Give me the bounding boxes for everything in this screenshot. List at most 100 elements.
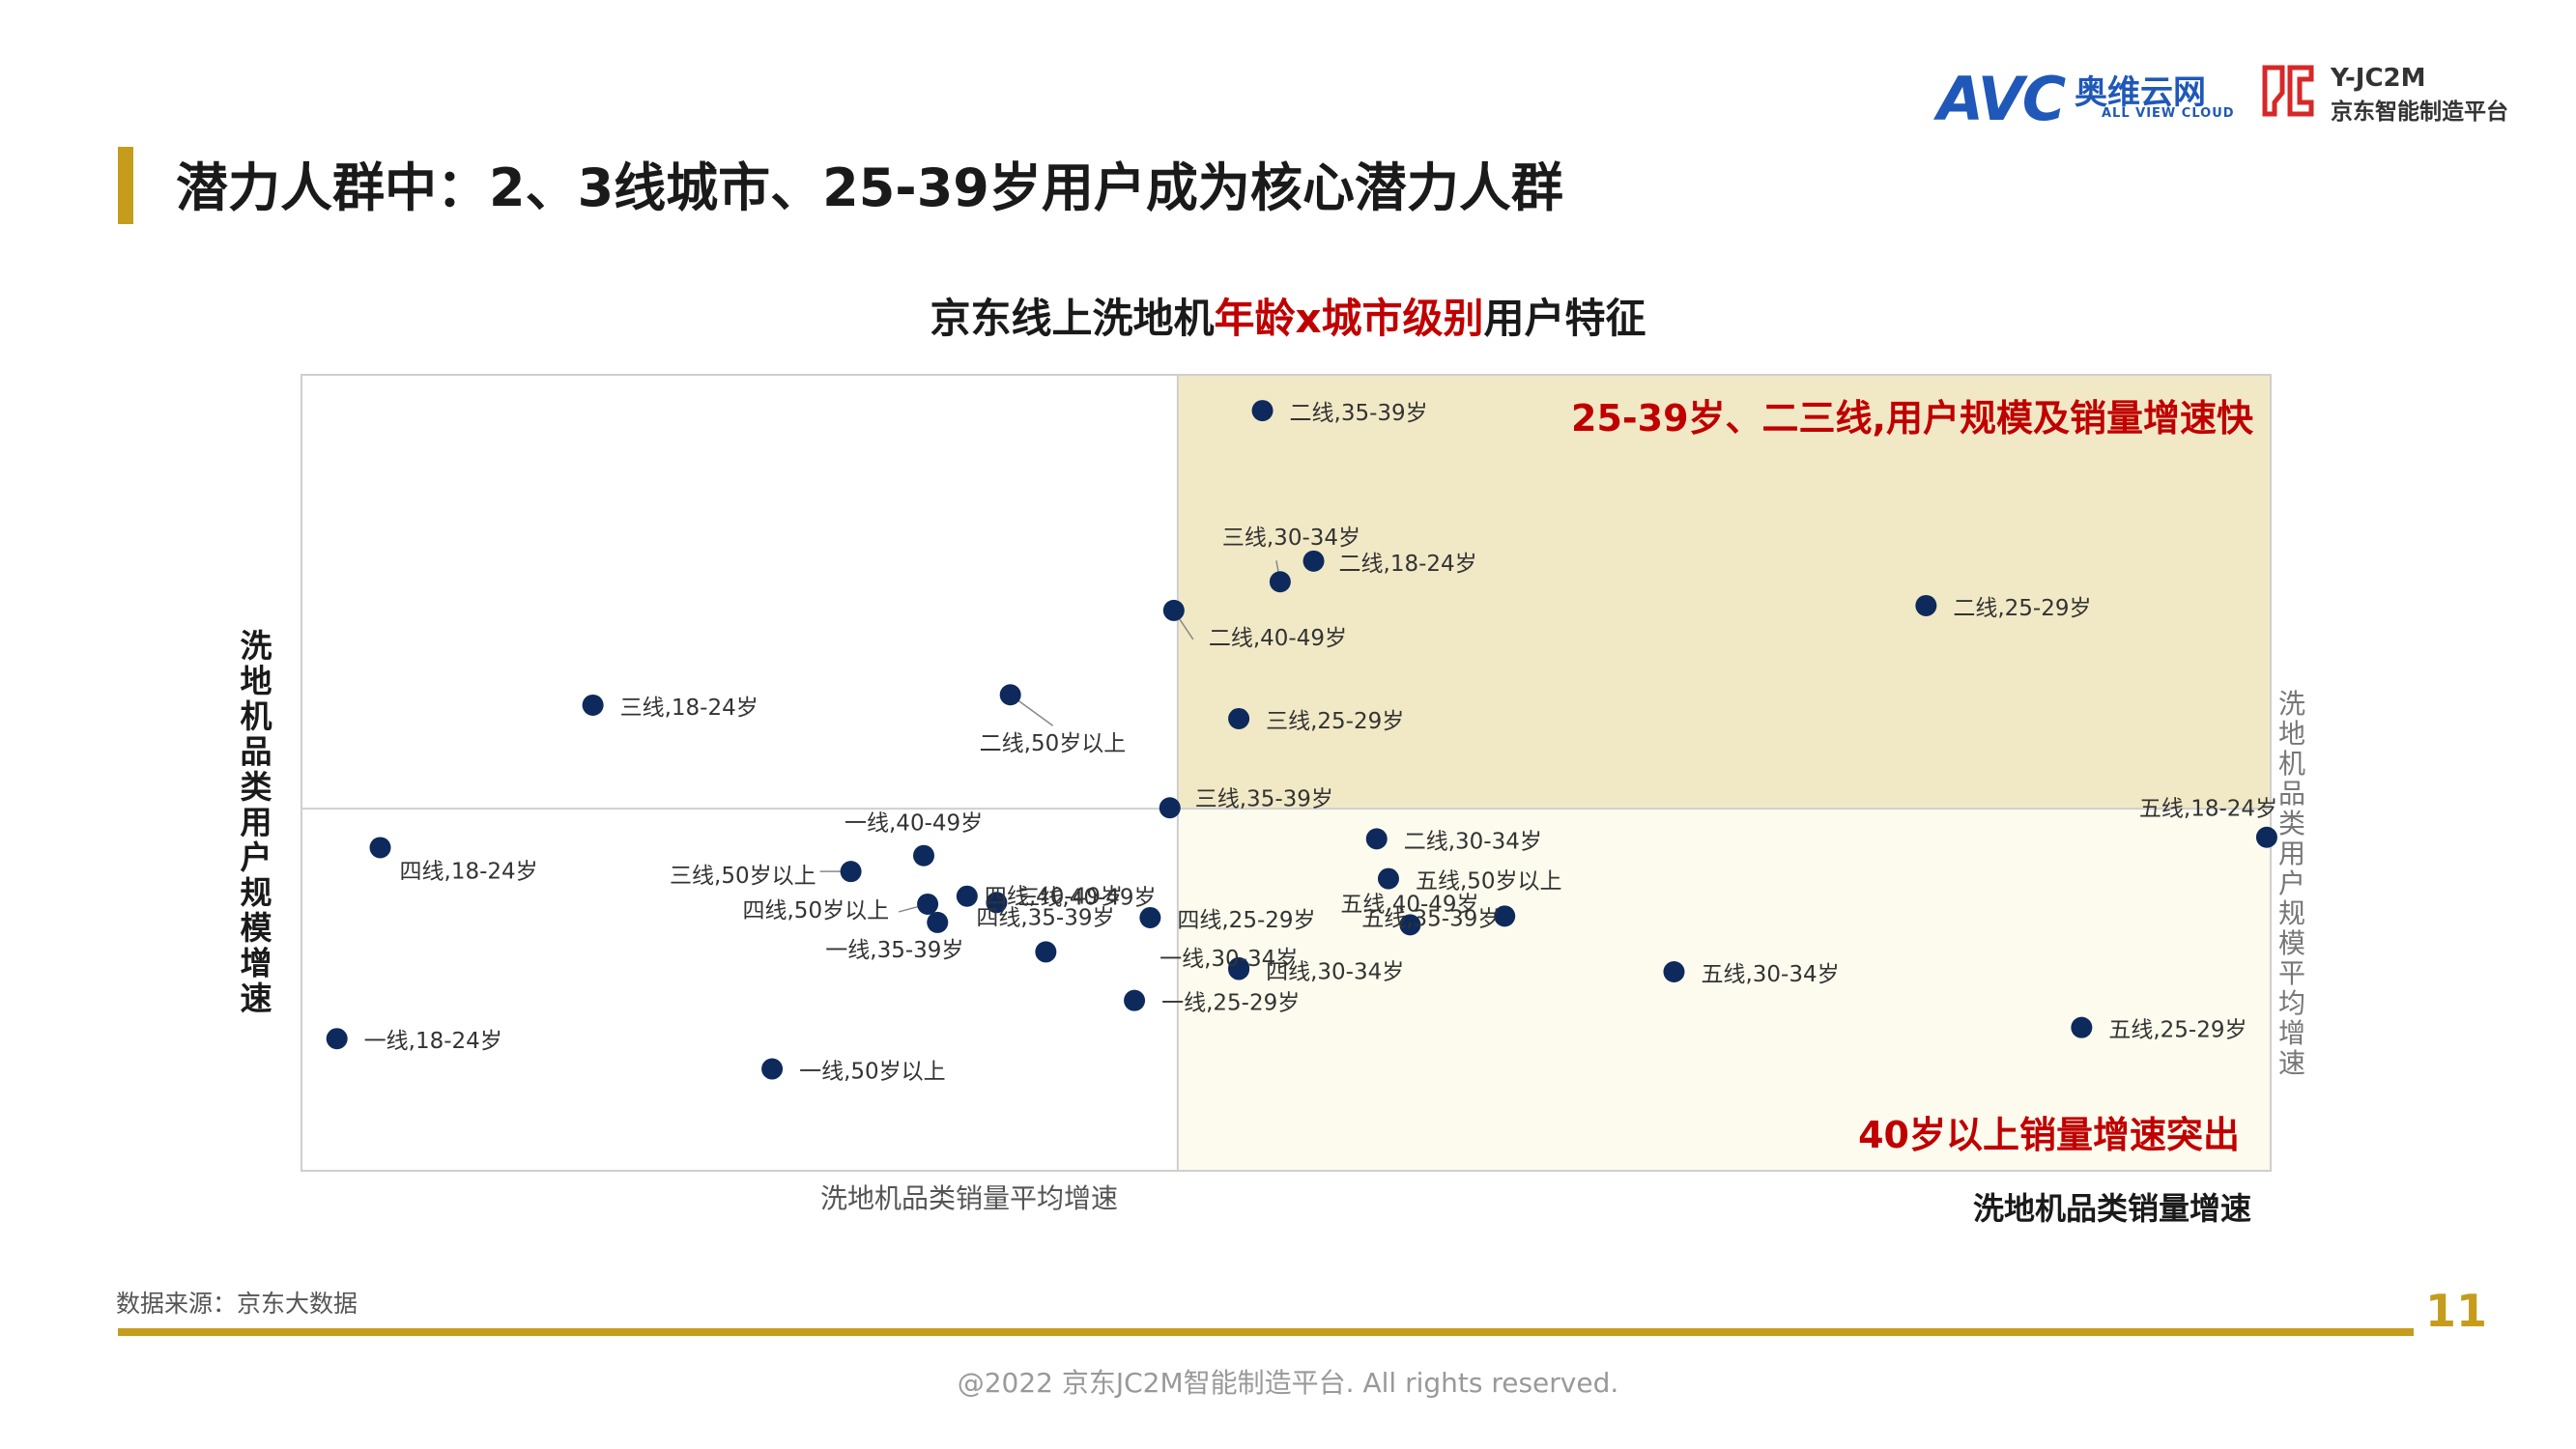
avc-logo: AVC 奥维云网 ALL VIEW CLOUD — [1937, 64, 2234, 134]
point-labels: 二线,35-39岁三线,30-34岁二线,18-24岁二线,25-29岁二线,4… — [364, 401, 2277, 1084]
point-label-8: 三线,35-39岁 — [1195, 786, 1333, 811]
data-point-7 — [1228, 707, 1250, 729]
point-label-29: 一线,50岁以上 — [799, 1060, 946, 1085]
data-point-29 — [761, 1058, 784, 1080]
data-point-3 — [1915, 594, 1937, 616]
point-label-27: 五线,25-29岁 — [2108, 1018, 2247, 1043]
point-label-9: 四线,18-24岁 — [400, 859, 538, 884]
copyright: @2022 京东JC2M智能制造平台. All rights reserved. — [957, 1367, 1619, 1399]
data-point-24 — [1494, 905, 1516, 927]
avc-logo-mark: AVC — [1937, 64, 2066, 134]
point-label-12: 四线,40-49岁 — [985, 885, 1123, 910]
y-average-label-char-7: 规 — [2278, 897, 2305, 929]
data-point-17 — [1139, 906, 1161, 928]
data-point-6 — [999, 684, 1021, 706]
point-label-18: 一线,30-34岁 — [1159, 947, 1298, 972]
y-average-label-char-4: 类 — [2278, 808, 2305, 839]
data-point-27 — [2071, 1016, 2093, 1038]
y-axis-label-char-4: 类 — [241, 768, 272, 806]
point-label-5: 三线,18-24岁 — [620, 696, 758, 721]
point-label-24: 五线,35-39岁 — [1361, 906, 1500, 931]
point-label-20: 一线,25-29岁 — [1161, 991, 1300, 1016]
point-label-23: 五线,40-49岁 — [1340, 892, 1478, 917]
point-label-6: 二线,50岁以上 — [980, 731, 1127, 756]
data-point-25 — [2255, 826, 2277, 848]
jd-logo-icon — [2261, 64, 2315, 118]
quadrant-layer — [1177, 375, 2271, 1171]
data-points — [326, 400, 2277, 1080]
data-point-2 — [1302, 550, 1325, 572]
y-average-label-char-2: 机 — [2278, 748, 2305, 780]
chart-title-part-1: 京东线上洗地机 — [930, 295, 1215, 342]
jd-logo: Y-JC2M 京东智能制造平台 — [2261, 64, 2508, 125]
avc-logo-en: ALL VIEW CLOUD — [2102, 106, 2235, 121]
x-average-label: 洗地机品类销量平均增速 — [820, 1182, 1118, 1214]
data-point-4 — [1162, 599, 1185, 621]
data-point-19 — [1228, 958, 1250, 980]
chart-title: 京东线上洗地机年龄x城市级别用户特征 — [0, 286, 2576, 345]
point-label-26: 五线,30-34岁 — [1701, 962, 1839, 987]
quadrant-bottom-right — [1177, 809, 2271, 1171]
y-axis-label-char-1: 地 — [241, 663, 272, 700]
data-source: 数据来源：京东大数据 — [116, 1290, 358, 1318]
y-axis-label-char-3: 品 — [241, 733, 272, 771]
footer-rule — [118, 1328, 2414, 1336]
y-average-label-char-8: 模 — [2278, 927, 2305, 959]
point-label-21: 二线,30-34岁 — [1404, 829, 1542, 854]
data-point-13 — [986, 892, 1008, 914]
point-label-16: 四线,35-39岁 — [976, 905, 1114, 930]
y-axis-label-char-0: 洗 — [241, 627, 272, 665]
y-axis-label-char-8: 模 — [241, 909, 273, 947]
point-label-4: 二线,40-49岁 — [1209, 626, 1347, 651]
average-lines — [301, 375, 2271, 1171]
point-label-1: 三线,30-34岁 — [1222, 526, 1360, 551]
page-title: 潜力人群中：2、3线城市、25-39岁用户成为核心潜力人群 — [176, 157, 1563, 218]
data-point-9 — [369, 837, 391, 859]
quadrant-top-right — [1177, 375, 2271, 810]
data-point-8 — [1159, 797, 1181, 819]
data-point-14 — [917, 893, 939, 915]
y-axis-label-char-6: 户 — [241, 838, 272, 876]
point-label-15: 一线,35-39岁 — [825, 938, 963, 963]
point-label-13: 三线,40-49岁 — [1017, 885, 1156, 910]
y-average-label-char-11: 增 — [2278, 1017, 2305, 1049]
data-point-10 — [913, 844, 935, 867]
avc-logo-cn: 奥维云网 — [2075, 73, 2206, 112]
point-label-11: 三线,50岁以上 — [670, 864, 816, 889]
jd-logo-line2: 京东智能制造平台 — [2331, 99, 2508, 125]
data-point-11 — [840, 861, 862, 883]
data-point-20 — [1124, 989, 1146, 1011]
y-axis-label-char-5: 用 — [241, 804, 272, 841]
chart-title-part-3: 用户特征 — [1483, 295, 1646, 342]
plot-border — [301, 374, 2272, 1172]
page-number: 11 — [2425, 1285, 2488, 1337]
y-average-label-char-12: 速 — [2278, 1047, 2305, 1079]
point-label-0: 二线,35-39岁 — [1290, 401, 1428, 426]
y-axis-label-char-10: 速 — [241, 980, 272, 1017]
y-average-label-char-3: 品 — [2278, 778, 2305, 810]
point-label-7: 三线,25-29岁 — [1266, 709, 1404, 734]
point-label-25: 五线,18-24岁 — [2139, 797, 2277, 822]
data-point-21 — [1365, 828, 1388, 850]
title-accent-bar — [118, 147, 133, 224]
point-label-17: 四线,25-29岁 — [1177, 908, 1315, 933]
data-point-15 — [927, 911, 949, 933]
y-average-label-char-10: 均 — [2278, 987, 2305, 1019]
y-axis-label-char-7: 规 — [241, 874, 272, 912]
jd-logo-line1: Y-JC2M — [2331, 64, 2426, 93]
point-label-10: 一线,40-49岁 — [844, 811, 983, 837]
y-average-label-char-1: 地 — [2278, 718, 2305, 750]
y-average-label-char-5: 用 — [2278, 838, 2305, 869]
y-axis-label-char-9: 增 — [241, 945, 272, 982]
data-point-16 — [1035, 941, 1057, 963]
data-point-5 — [582, 694, 604, 716]
y-average-label-char-9: 平 — [2278, 957, 2305, 989]
annotation-bottom-right: 40岁以上销量增速突出 — [1858, 1114, 2240, 1156]
annotation-top-right: 25-39岁、二三线,用户规模及销量增速快 — [1571, 397, 2254, 440]
data-point-0 — [1251, 400, 1274, 422]
chart-title-highlight: 年龄x城市级别 — [1214, 295, 1484, 342]
y-axis-label-char-2: 机 — [241, 697, 272, 735]
